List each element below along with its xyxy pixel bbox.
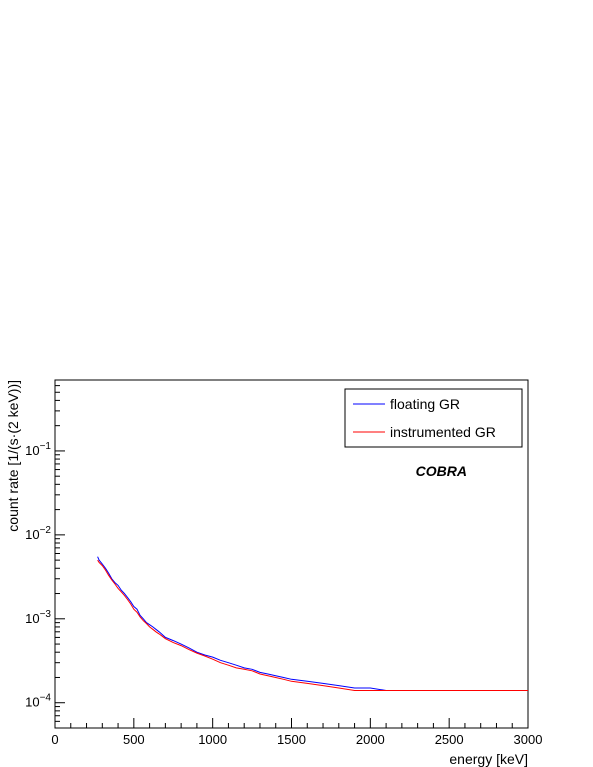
x-tick-label: 2000 [356,732,385,747]
legend-box [344,388,523,448]
x-tick-label: 2500 [435,732,464,747]
x-tick-label: 0 [51,732,58,747]
y-axis-label: count rate [1/(s·(2 keV))] [5,380,21,532]
series-line-instrumented-gr [97,559,528,691]
x-axis-label: energy [keV] [449,751,528,767]
annotation-cobra: COBRA [416,463,467,479]
y-tick-label: 10−2 [25,525,51,542]
legend-label-floating-gr: floating GR [390,396,460,412]
legend: floating GR instrumented GR [344,388,523,448]
x-tick-label: 1500 [277,732,306,747]
y-axis-ticks: 10−4 10−3 10−2 10−1 [25,379,65,729]
x-tick-label: 3000 [514,732,543,747]
x-axis-ticks: 0 500 1000 1500 2000 2500 3000 [51,718,542,747]
y-tick-label: 10−3 [25,609,51,626]
x-tick-label: 500 [123,732,145,747]
legend-label-instrumented-gr: instrumented GR [390,424,496,440]
y-tick-label: 10−4 [25,693,51,710]
y-tick-label: 10−1 [25,441,51,458]
x-tick-label: 1000 [198,732,227,747]
series-layer [97,556,528,691]
